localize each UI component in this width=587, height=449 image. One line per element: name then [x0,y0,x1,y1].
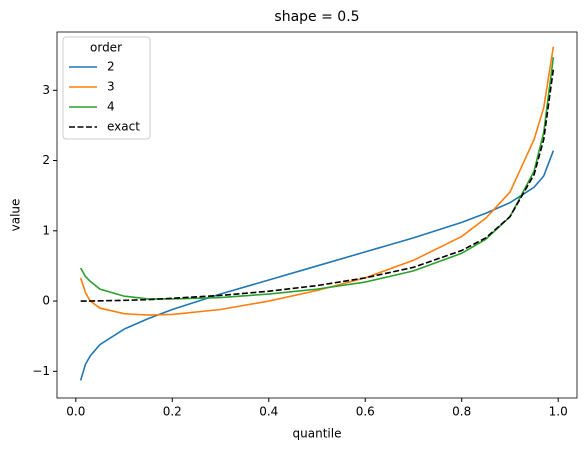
x-axis-label: quantile [293,427,342,441]
x-tick-label: 0.0 [66,405,85,419]
chart-title: shape = 0.5 [274,9,359,25]
plot-frame [56,31,578,399]
legend-label: 4 [107,100,115,114]
x-tick-label: 0.8 [452,405,471,419]
legend-label: 3 [107,80,115,94]
series-line [79,46,555,316]
x-tick-label: 0.2 [163,405,182,419]
y-tick-label: 3 [42,83,50,97]
series-line [79,150,555,381]
x-tick-label: 0.4 [259,405,278,419]
y-tick-label: −1 [32,364,50,378]
y-tick-label: 0 [42,294,50,308]
x-tick-label: 0.6 [356,405,375,419]
legend-box [62,36,151,140]
legend-title: order [90,41,122,55]
y-tick-label: 2 [42,153,50,167]
legend-label: 2 [107,60,115,74]
series-line [79,57,555,300]
y-tick-label: 1 [42,223,50,237]
legend-label: exact [107,120,140,134]
series-line [80,69,555,302]
x-tick-label: 1.0 [549,405,568,419]
y-axis-label: value [9,199,23,232]
